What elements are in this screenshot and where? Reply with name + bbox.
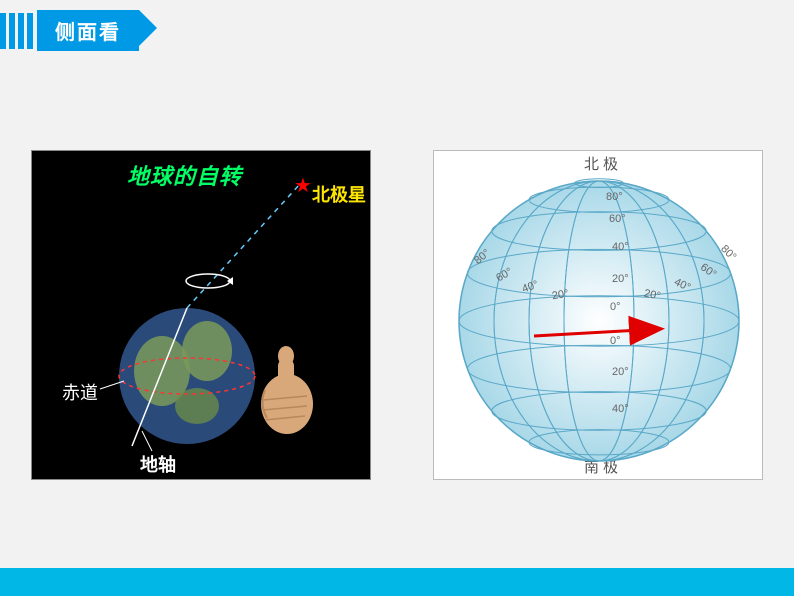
right-svg [434, 151, 764, 481]
lat-degree-label: 40° [612, 403, 629, 415]
diagram-panels: 地球的自转 ★ 北极星 赤道 地轴 [0, 150, 794, 480]
left-svg [32, 151, 372, 481]
globe-grid-panel: 北极 南极 赤 道 80°60°40°20°0°0°20°40°80°60°40… [433, 150, 763, 480]
lat-degree-label: 80° [606, 191, 623, 203]
lat-degree-label: 0° [610, 335, 621, 347]
lat-degree-label: 20° [612, 273, 629, 285]
footer-bar [0, 568, 794, 596]
header-bars [0, 13, 33, 49]
header: 侧面看 [0, 10, 139, 51]
earth-rotation-panel: 地球的自转 ★ 北极星 赤道 地轴 [31, 150, 371, 480]
lat-degree-label: 20° [612, 366, 629, 378]
page-title: 侧面看 [37, 10, 139, 51]
lat-degree-label: 40° [612, 241, 629, 253]
lat-degree-label: 60° [609, 213, 626, 225]
lat-degree-label: 0° [610, 301, 621, 313]
